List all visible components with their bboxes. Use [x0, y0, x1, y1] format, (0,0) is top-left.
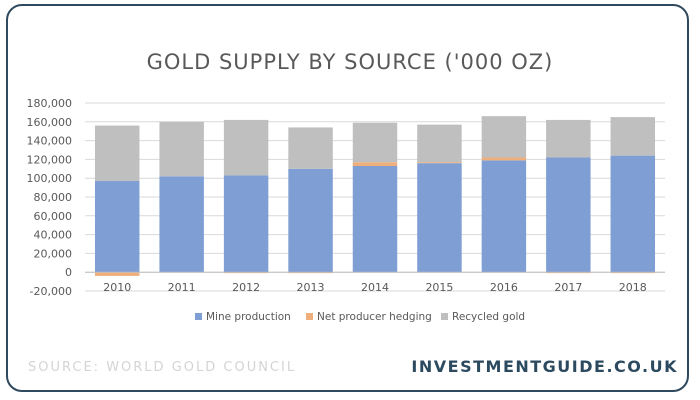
x-tick-label: 2016 [490, 281, 518, 294]
chart-title: GOLD SUPPLY BY SOURCE ('000 OZ) [146, 50, 554, 74]
x-tick-label: 2018 [619, 281, 647, 294]
legend-swatch [306, 313, 313, 320]
brand-link[interactable]: INVESTMENTGUIDE.CO.UK [411, 357, 678, 376]
bar-segment-mine-production [159, 176, 204, 273]
bar-segment-mine-production [481, 160, 527, 273]
y-tick-label: 0 [65, 266, 72, 279]
x-tick-label: 2014 [361, 281, 389, 294]
y-axis-ticks: -20,000 0 20,000 40,000 60,000 80,000 100,000 1… [27, 97, 73, 298]
legend-swatch [195, 313, 202, 320]
bar-segment-net-producer-hedging [94, 272, 140, 276]
bar-segment-recycled-gold [288, 127, 333, 169]
legend: Mine production Net producer hedging Recyc… [195, 311, 525, 323]
bar-segment-mine-production [352, 165, 398, 273]
x-tick-label: 2017 [554, 281, 582, 294]
bar-segment-net-producer-hedging [481, 157, 527, 161]
y-tick-label: 40,000 [34, 229, 73, 242]
y-tick-label: 20,000 [34, 247, 73, 260]
bar-segment-mine-production [417, 163, 462, 273]
bar-segment-net-producer-hedging [352, 162, 398, 166]
bar-segment-recycled-gold [352, 122, 398, 163]
x-tick-label: 2010 [103, 281, 131, 294]
bar-segment-mine-production [223, 175, 269, 273]
legend-label: Mine production [206, 311, 291, 323]
y-tick-label: 80,000 [34, 191, 73, 204]
bar-segment-recycled-gold [546, 119, 591, 158]
legend-swatch [441, 313, 448, 320]
bar-segment-mine-production [610, 155, 656, 273]
bar-segment-recycled-gold [610, 117, 656, 156]
y-tick-label: 100,000 [27, 172, 73, 185]
source-note: SOURCE: WORLD GOLD COUNCIL [28, 360, 297, 375]
bar-segment-recycled-gold [481, 116, 527, 158]
bar-segment-mine-production [288, 168, 333, 273]
y-tick-label: 160,000 [27, 116, 73, 129]
bar-segment-recycled-gold [159, 121, 204, 177]
x-tick-label: 2011 [168, 281, 196, 294]
y-tick-label: 120,000 [27, 153, 73, 166]
bar-segment-net-producer-hedging [417, 162, 462, 164]
y-tick-label: 140,000 [27, 135, 73, 148]
x-axis-ticks: 2010 2011 2012 2013 2014 2015 2016 2017 2018 [103, 281, 647, 294]
legend-label: Recycled gold [452, 311, 525, 323]
y-tick-label: 60,000 [34, 210, 73, 223]
bar-segment-mine-production [546, 157, 591, 273]
x-tick-label: 2015 [425, 281, 453, 294]
bar-segment-mine-production [94, 181, 140, 273]
legend-label: Net producer hedging [317, 311, 432, 323]
y-tick-label: 180,000 [27, 97, 73, 110]
y-tick-label: -20,000 [30, 285, 72, 298]
bars [94, 116, 656, 276]
x-tick-label: 2012 [232, 281, 260, 294]
bar-segment-recycled-gold [94, 125, 140, 182]
bar-segment-recycled-gold [417, 124, 462, 163]
x-tick-label: 2013 [297, 281, 325, 294]
bar-segment-recycled-gold [223, 119, 269, 176]
